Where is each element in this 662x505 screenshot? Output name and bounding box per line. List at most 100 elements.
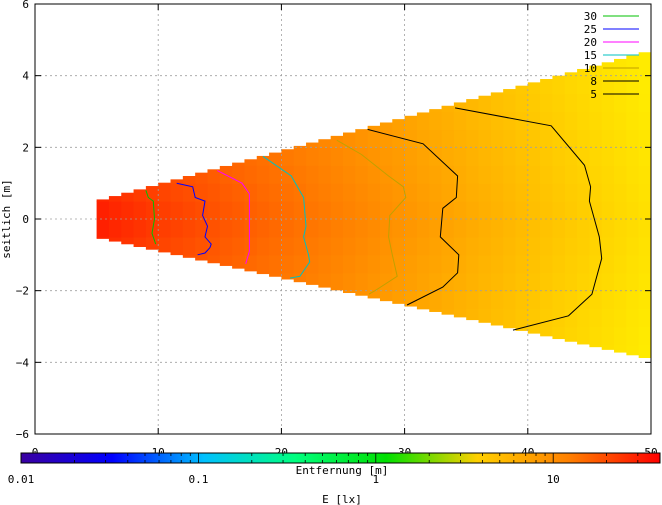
y-tick-label: −2 [16, 285, 29, 298]
heat-cell [330, 254, 344, 274]
heat-cell [256, 183, 270, 202]
heat-cell [441, 183, 455, 202]
heat-cell [219, 183, 233, 202]
heat-cell [330, 236, 344, 256]
heat-cell [614, 236, 627, 256]
heat-cell [552, 165, 566, 184]
heat-cell [515, 183, 529, 202]
heat-cell [429, 272, 443, 292]
heat-cell [244, 236, 258, 256]
heat-cell [195, 254, 209, 261]
heat-cell [614, 254, 627, 274]
heat-cell [626, 183, 640, 202]
heat-cell [416, 129, 430, 148]
heat-cell [416, 272, 430, 292]
heat-cell [478, 111, 492, 131]
heat-cell [404, 201, 418, 220]
heat-cell [343, 272, 356, 292]
heat-cell [601, 75, 615, 95]
heat-cell [416, 236, 430, 256]
heat-cell [638, 201, 651, 220]
heat-cell [589, 147, 603, 166]
heat-cell [577, 165, 590, 184]
heat-cell [404, 219, 418, 238]
heat-cell [170, 183, 184, 202]
heat-cell [343, 254, 356, 274]
heat-cell [577, 254, 590, 274]
heat-cell [108, 196, 122, 202]
heat-cell [564, 75, 578, 95]
heat-cell [306, 236, 319, 256]
heat-cell [367, 219, 381, 238]
heat-cell [441, 201, 455, 220]
heat-cell [601, 147, 615, 166]
heat-cell [601, 201, 615, 220]
heat-cell [503, 129, 517, 148]
colorbar-tick-label: 0.1 [188, 473, 208, 486]
heat-cell [404, 165, 418, 184]
heat-cell [306, 147, 319, 166]
contour-lines [145, 107, 603, 331]
heat-cell [207, 254, 221, 264]
heat-cell [490, 272, 504, 292]
heat-cell [577, 129, 590, 148]
heat-cell [392, 219, 406, 238]
heat-cell [466, 254, 480, 274]
heat-cell [577, 111, 590, 131]
heat-cell [96, 201, 110, 220]
heat-cell [306, 201, 319, 220]
heat-cell [182, 254, 196, 258]
heat-cell [638, 344, 651, 358]
heat-cell [577, 272, 590, 292]
heat-cell [207, 169, 221, 184]
heat-cell [552, 75, 566, 95]
heat-cell [441, 254, 455, 274]
heat-cell [626, 254, 640, 274]
heat-cell [626, 147, 640, 166]
heat-cell [453, 219, 467, 238]
heat-cell [589, 129, 603, 148]
heat-cell [601, 219, 615, 238]
heat-cell [601, 326, 615, 346]
heat-cell [589, 308, 603, 328]
heat-cell [638, 254, 651, 274]
heat-cell [306, 272, 319, 285]
heat-cell [490, 290, 504, 310]
heat-cell [626, 129, 640, 148]
heat-cell [145, 201, 159, 220]
heat-cell [367, 165, 381, 184]
legend-label-10: 10 [584, 62, 597, 75]
heat-cell [466, 219, 480, 238]
heat-cell [614, 290, 627, 310]
heat-cell [121, 219, 135, 238]
heat-cell [392, 183, 406, 202]
heat-cell [589, 183, 603, 202]
heat-cell [207, 201, 221, 220]
legend-label-15: 15 [584, 49, 597, 62]
heat-cell [256, 236, 270, 256]
heat-cell [490, 201, 504, 220]
heat-cell [503, 254, 517, 274]
heat-cell [219, 219, 233, 238]
heat-cell [626, 55, 640, 59]
legend-label-25: 25 [584, 23, 597, 36]
heat-cell [614, 201, 627, 220]
heat-cell [355, 290, 369, 296]
heat-cell [355, 254, 369, 274]
heat-cell [232, 219, 246, 238]
heat-cell [589, 272, 603, 292]
heat-cell [577, 75, 590, 95]
heat-cell [577, 183, 590, 202]
heat-cell [404, 254, 418, 274]
heat-cell [429, 111, 443, 131]
heat-cell [589, 219, 603, 238]
y-tick-label: −4 [16, 356, 30, 369]
heat-cell [527, 147, 541, 166]
heat-cell [453, 111, 467, 131]
contour-line-20 [217, 170, 250, 264]
heat-cell [281, 149, 295, 166]
heat-cell [367, 201, 381, 220]
heat-cell [281, 183, 295, 202]
heat-cell [318, 201, 332, 220]
heat-cell [306, 219, 319, 238]
